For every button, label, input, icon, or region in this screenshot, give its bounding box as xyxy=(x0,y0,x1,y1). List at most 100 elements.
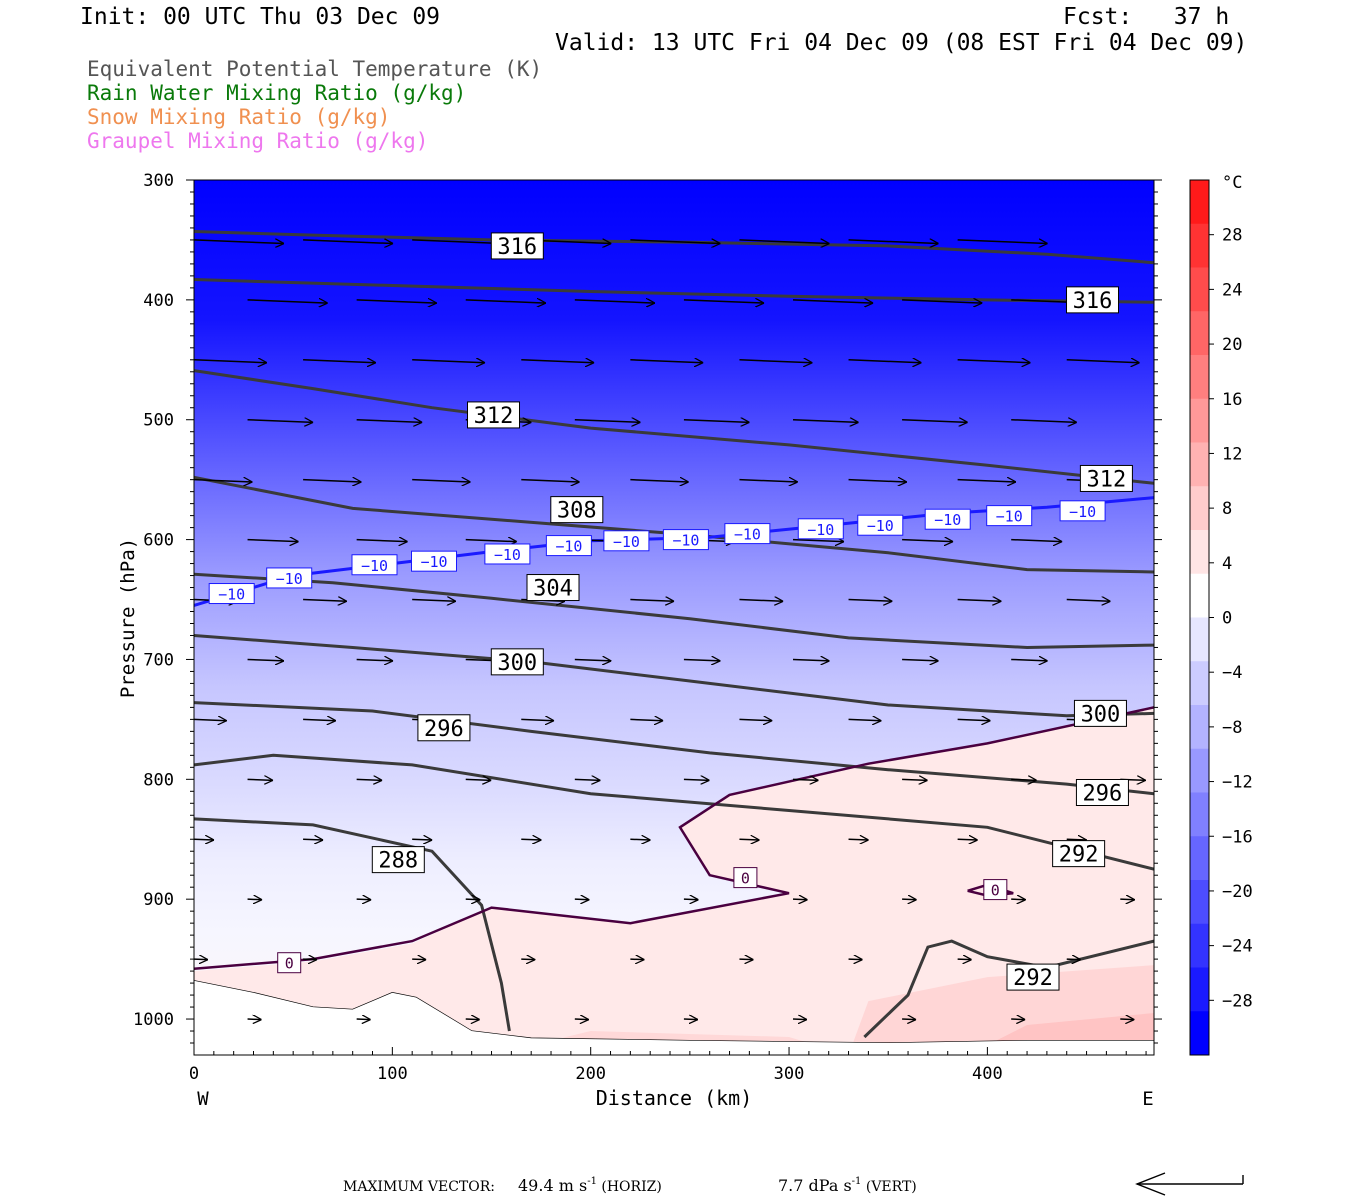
wind-vector xyxy=(957,360,1031,363)
colorbar-label: 28 xyxy=(1222,226,1242,246)
isotherm-label-zero-box xyxy=(733,867,758,889)
legend-theta-e: Equivalent Potential Temperature (K) xyxy=(87,57,543,81)
plot-frame xyxy=(193,179,1155,1056)
colorbar-label: −20 xyxy=(1222,882,1253,902)
wind-vector xyxy=(739,480,797,482)
colorbar-label: −16 xyxy=(1222,827,1253,847)
wind-vector xyxy=(957,480,1016,482)
wind-vector xyxy=(521,959,535,960)
wind-vector xyxy=(957,959,972,960)
wind-vector xyxy=(574,300,655,303)
wind-vector xyxy=(902,1019,916,1020)
wind-vector xyxy=(465,779,492,780)
x-tick-label: 0 xyxy=(189,1064,199,1084)
wind-vector xyxy=(1066,959,1081,960)
y-tick-label: 500 xyxy=(143,411,174,431)
isotherm-label-minus-10: −10 xyxy=(867,517,894,535)
isotherm-label-minus-10-box xyxy=(208,583,255,605)
colorbar-swatch xyxy=(1190,355,1209,400)
wind-vector xyxy=(683,659,720,660)
colorbar-label: 24 xyxy=(1222,280,1242,300)
isotherm-label-minus-10-box xyxy=(986,505,1033,527)
forecast-hour-text: Fcst: 37 h xyxy=(1063,4,1230,30)
colorbar-swatch xyxy=(1190,1011,1209,1056)
wind-vector xyxy=(521,839,541,840)
wind-vector xyxy=(739,719,772,720)
wind-vector xyxy=(574,659,611,660)
colorbar-label: −4 xyxy=(1222,663,1242,683)
wind-vector xyxy=(957,719,991,720)
theta-e-label-316-box xyxy=(1066,286,1120,314)
isotherm-label-minus-10: −10 xyxy=(672,532,699,550)
wind-vector xyxy=(412,240,502,244)
wind-vector xyxy=(303,719,336,720)
wind-vector xyxy=(412,959,426,960)
wind-vector xyxy=(412,600,456,602)
wind-vector xyxy=(792,540,844,542)
wind-vector xyxy=(630,480,688,482)
wind-vector xyxy=(194,240,284,244)
isotherm-label-minus-10: −10 xyxy=(1069,503,1096,521)
wind-vector xyxy=(356,1019,371,1020)
init-text: Init: 00 UTC Thu 03 Dec 09 xyxy=(80,4,441,30)
isotherm-label-minus-10: −10 xyxy=(807,521,834,539)
colorbar-swatch xyxy=(1190,748,1209,793)
isotherm-label-minus-10-box xyxy=(797,518,844,540)
wind-vector xyxy=(465,899,481,900)
isotherm-label-minus-10: −10 xyxy=(996,508,1023,526)
wind-vector xyxy=(303,240,393,244)
y-tick-label: 600 xyxy=(143,531,174,551)
wind-vector xyxy=(683,899,699,900)
isotherm-label-minus-10: −10 xyxy=(734,526,761,544)
wind-vector xyxy=(303,959,317,960)
wind-vector xyxy=(848,719,882,720)
isotherm-label-minus-10: −10 xyxy=(420,553,447,571)
wind-vectors xyxy=(194,240,1146,1020)
isotherm-label-zero-box xyxy=(277,952,302,974)
contour-labels: 316 316 312 312 308 304 300 300 296 296 292 288 292 −… xyxy=(208,232,1133,991)
theta-e-label-296: 296 xyxy=(424,717,464,742)
wind-vector xyxy=(521,480,579,482)
colorbar-unit: °C xyxy=(1222,173,1242,193)
y-tick-label: 800 xyxy=(143,770,174,790)
wind-vector xyxy=(1120,1019,1134,1020)
isotherm-label-minus-10: −10 xyxy=(934,511,961,529)
colorbar-label: 12 xyxy=(1222,444,1242,464)
wind-vector xyxy=(739,839,759,840)
y-tick-label: 300 xyxy=(143,171,174,191)
max-horiz-vector: 49.4 m s-1 (HORIZ) xyxy=(518,1176,662,1195)
colorbar-swatch xyxy=(1190,267,1209,312)
colorbar: °C 28 24 20 16 12 8 4 0 −4 −8 −12 −16 −20 −24 −28 xyxy=(1189,173,1253,1056)
theta-e-label-308: 308 xyxy=(557,499,597,524)
wind-vector xyxy=(630,839,650,840)
theta-e-line-296 xyxy=(194,701,1154,796)
theta-e-label-292: 292 xyxy=(1059,843,1099,868)
theta-e-label-316-box xyxy=(490,232,544,260)
theta-e-label-296-box xyxy=(417,714,471,742)
valid-time-text: Valid: 13 UTC Fri 04 Dec 09 (08 EST Fri … xyxy=(555,30,1248,56)
colorbar-swatch xyxy=(1190,486,1209,531)
wind-vector xyxy=(902,300,982,303)
wind-vector xyxy=(1120,899,1135,900)
y-tick-label: 1000 xyxy=(133,1010,174,1030)
theta-e-contours xyxy=(194,230,1154,1039)
theta-e-line-312 xyxy=(194,369,1154,485)
theta-e-line-300 xyxy=(194,634,1154,718)
wind-vector xyxy=(247,659,284,660)
wind-vector xyxy=(1066,600,1111,602)
isotherm-label-minus-10: −10 xyxy=(218,586,245,604)
x-tick-label: 300 xyxy=(774,1064,805,1084)
wind-vector xyxy=(574,1019,589,1020)
theta-e-label-292: 292 xyxy=(1013,966,1053,991)
wind-vector xyxy=(303,480,361,482)
colorbar-label: 8 xyxy=(1222,499,1232,519)
wind-vector xyxy=(521,719,554,720)
wind-vector xyxy=(303,600,347,602)
wind-vector xyxy=(412,839,432,840)
wind-vector xyxy=(356,659,393,660)
wind-vector xyxy=(848,959,863,960)
wind-vector xyxy=(848,839,869,840)
wind-vector xyxy=(848,360,922,363)
wind-vector xyxy=(848,600,893,602)
terrain-line xyxy=(193,980,1154,1055)
